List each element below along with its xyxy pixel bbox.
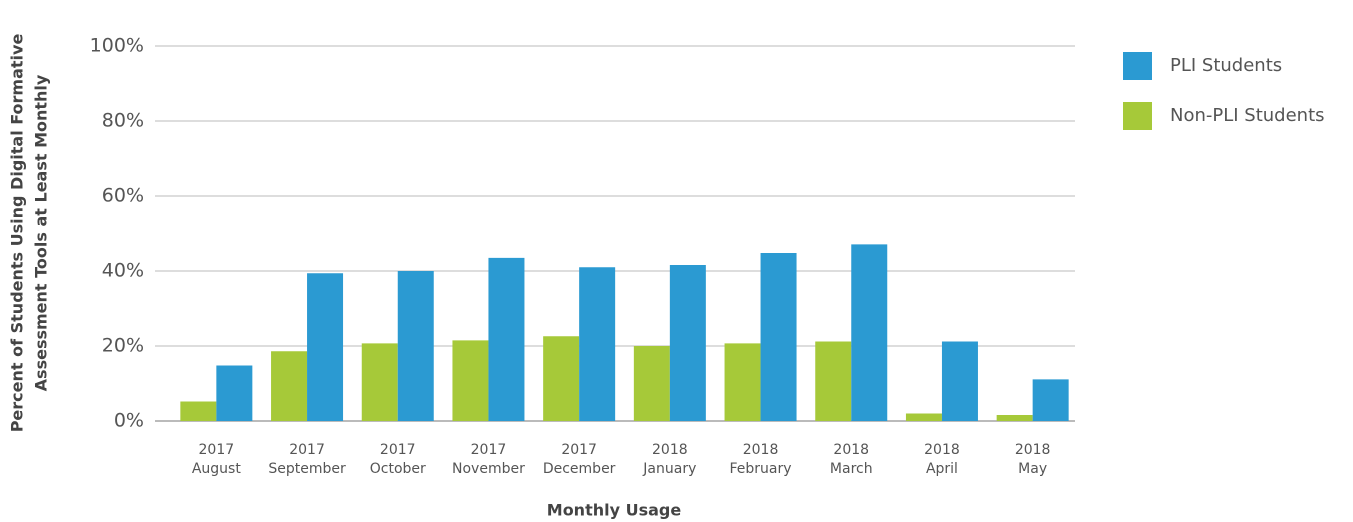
x-tick-label-line: 2018 xyxy=(924,442,960,458)
x-tick-label-line: 2018 xyxy=(1015,442,1051,458)
x-tick-label-line: 2018 xyxy=(833,442,869,458)
bar xyxy=(307,273,344,421)
x-tick-label: 2017 November xyxy=(452,442,525,477)
bar xyxy=(1032,379,1069,421)
x-tick-label-line: 2017 xyxy=(380,442,416,458)
legend-label: PLI Students xyxy=(1170,55,1282,76)
bar xyxy=(669,265,706,421)
x-tick-label: 2018 February xyxy=(730,442,792,477)
bar xyxy=(488,257,525,421)
x-tick-label: 2018 April xyxy=(924,442,960,477)
y-axis-title: Percent of Students Using Digital Format… xyxy=(8,34,27,433)
x-tick-label: 2017 October xyxy=(370,442,426,477)
y-tick-label: 20% xyxy=(102,335,144,357)
bar xyxy=(724,343,761,421)
x-tick-label: 2018 May xyxy=(1015,442,1051,477)
x-tick-label-line: May xyxy=(1018,461,1047,477)
x-tick-label-line: 2018 xyxy=(652,442,688,458)
x-tick-label-line: October xyxy=(370,461,426,477)
y-tick-label: 0% xyxy=(114,410,144,432)
x-tick-label-line: February xyxy=(730,461,792,477)
x-tick-label-line: January xyxy=(642,461,696,477)
bar xyxy=(452,340,489,421)
bar xyxy=(760,253,797,421)
x-tick-label-line: 2017 xyxy=(561,442,597,458)
x-tick-label-line: December xyxy=(543,461,616,477)
bar xyxy=(996,415,1033,421)
bar xyxy=(633,346,670,421)
x-tick-label-line: 2017 xyxy=(471,442,507,458)
y-tick-label: 100% xyxy=(90,35,144,57)
bar xyxy=(579,267,616,421)
bar xyxy=(216,365,253,421)
x-tick-label: 2017 August xyxy=(192,442,242,477)
bar xyxy=(815,341,852,421)
bar xyxy=(397,271,434,421)
bar xyxy=(180,401,217,421)
x-tick-label: 2018 March xyxy=(830,442,873,477)
bar xyxy=(543,336,580,421)
x-tick-label: 2017 September xyxy=(268,442,346,477)
bar xyxy=(271,351,308,421)
bar xyxy=(905,413,942,421)
legend-label: Non-PLI Students xyxy=(1170,105,1325,126)
bar xyxy=(361,343,398,421)
bar xyxy=(941,341,978,421)
y-tick-label: 80% xyxy=(102,110,144,132)
x-tick-label: 2017 December xyxy=(543,442,616,477)
legend-swatch xyxy=(1123,102,1152,130)
x-tick-label-line: August xyxy=(192,461,242,477)
x-tick-label-line: March xyxy=(830,461,873,477)
y-tick-label: 40% xyxy=(102,260,144,282)
x-tick-label-line: 2017 xyxy=(289,442,325,458)
y-tick-label: 60% xyxy=(102,185,144,207)
y-axis-title: Assessment Tools at Least Monthly xyxy=(32,74,51,391)
x-tick-label: 2018 January xyxy=(642,442,696,477)
x-tick-label-line: 2017 xyxy=(199,442,235,458)
x-tick-label-line: November xyxy=(452,461,525,477)
x-tick-label-line: April xyxy=(926,461,958,477)
x-tick-label-line: 2018 xyxy=(743,442,779,458)
x-tick-label-line: September xyxy=(268,461,346,477)
legend-swatch xyxy=(1123,52,1152,80)
bar xyxy=(851,244,888,421)
x-axis-title: Monthly Usage xyxy=(547,501,682,520)
